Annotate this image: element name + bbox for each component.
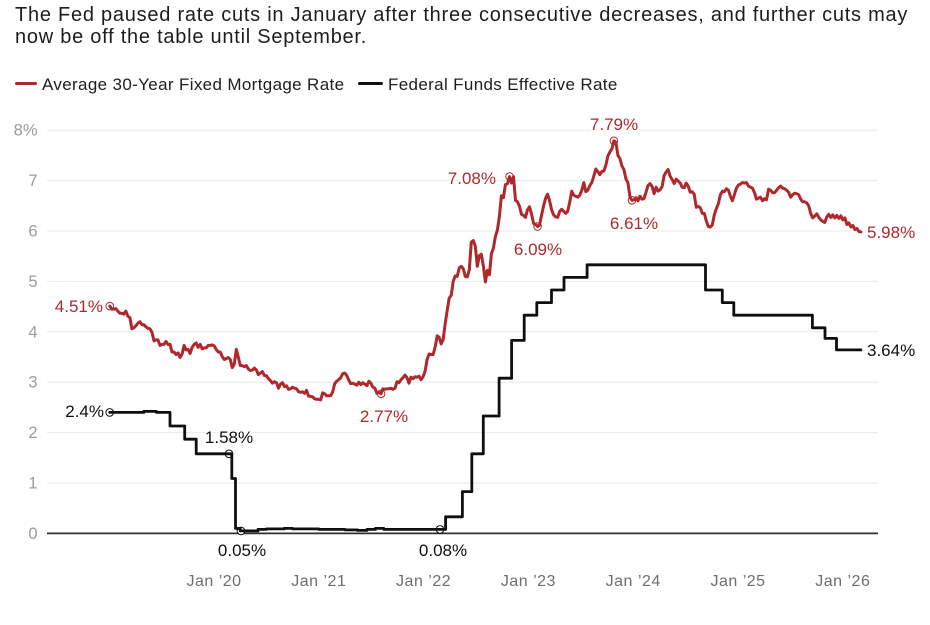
- svg-text:Jan ’21: Jan ’21: [291, 573, 346, 590]
- svg-text:0: 0: [28, 525, 37, 543]
- svg-text:6: 6: [28, 223, 37, 241]
- svg-text:5: 5: [28, 273, 37, 291]
- svg-text:Jan ’26: Jan ’26: [815, 573, 870, 590]
- svg-text:5.98%: 5.98%: [867, 223, 915, 242]
- svg-text:7.79%: 7.79%: [590, 115, 638, 134]
- svg-text:Jan ’23: Jan ’23: [501, 573, 556, 590]
- svg-text:2.77%: 2.77%: [360, 407, 408, 426]
- svg-text:3: 3: [28, 374, 37, 392]
- svg-text:3.64%: 3.64%: [867, 341, 915, 360]
- svg-text:Jan ’25: Jan ’25: [710, 573, 765, 590]
- svg-text:7.08%: 7.08%: [448, 169, 496, 188]
- svg-text:2: 2: [28, 424, 37, 442]
- svg-text:Jan ’22: Jan ’22: [396, 573, 451, 590]
- svg-text:Jan ’20: Jan ’20: [186, 573, 241, 590]
- svg-text:1.58%: 1.58%: [205, 428, 253, 447]
- svg-text:1: 1: [28, 475, 37, 493]
- svg-text:0.05%: 0.05%: [218, 541, 266, 560]
- svg-text:6.09%: 6.09%: [514, 240, 562, 259]
- svg-text:Jan ’24: Jan ’24: [606, 573, 661, 590]
- svg-text:4: 4: [28, 323, 37, 341]
- svg-text:6.61%: 6.61%: [610, 214, 658, 233]
- svg-text:7: 7: [28, 172, 37, 190]
- svg-text:4.51%: 4.51%: [55, 297, 103, 316]
- svg-text:8%: 8%: [14, 122, 38, 140]
- svg-text:2.4%: 2.4%: [65, 402, 104, 421]
- svg-text:0.08%: 0.08%: [419, 541, 467, 560]
